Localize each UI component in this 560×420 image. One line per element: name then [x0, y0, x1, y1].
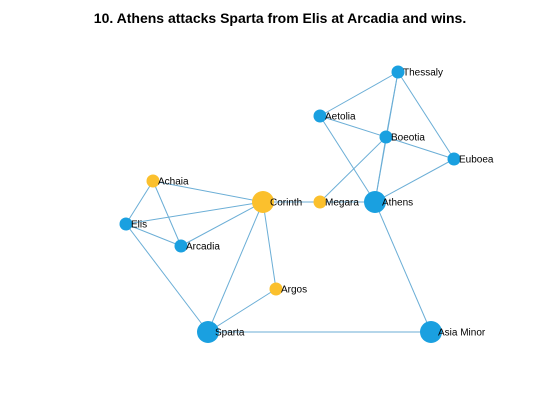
node-marker-arcadia [174, 239, 188, 253]
node-euboea: Euboea [447, 152, 494, 166]
node-argos: Argos [269, 282, 307, 296]
edge-thessaly-aetolia [319, 71, 399, 117]
node-label-elis: Elis [131, 220, 147, 231]
node-athens: Athens [364, 191, 413, 213]
edge-corinth-arcadia [180, 201, 264, 247]
node-label-sparta: Sparta [215, 328, 245, 339]
node-marker-corinth [252, 191, 274, 213]
node-marker-thessaly [391, 65, 405, 79]
edge-corinth-argos [262, 201, 277, 290]
node-megara: Megara [313, 195, 359, 209]
edge-elis-sparta [125, 223, 209, 333]
node-achaia: Achaia [146, 174, 189, 188]
node-label-achaia: Achaia [158, 177, 189, 188]
node-marker-megara [313, 195, 327, 209]
node-marker-euboea [447, 152, 461, 166]
node-label-corinth: Corinth [270, 198, 302, 209]
node-asia_minor: Asia Minor [420, 321, 486, 343]
edge-athens-asia_minor [374, 201, 432, 333]
node-marker-achaia [146, 174, 160, 188]
edge-argos-sparta [207, 288, 277, 333]
nodes-layer: Thessaly Aetolia Boeotia Euboea Achaia Corint… [119, 65, 494, 343]
diagram-title: 10. Athens attacks Sparta from Elis at A… [93, 10, 467, 26]
node-marker-asia_minor [420, 321, 442, 343]
node-label-athens: Athens [382, 198, 413, 209]
node-label-megara: Megara [325, 198, 359, 209]
edge-aetolia-athens [319, 115, 376, 203]
node-label-boeotia: Boeotia [391, 133, 425, 144]
node-marker-aetolia [313, 109, 327, 123]
node-thessaly: Thessaly [391, 65, 443, 79]
edge-elis-arcadia [125, 223, 182, 247]
edge-euboea-athens [374, 158, 455, 203]
node-elis: Elis [119, 217, 147, 231]
node-marker-athens [364, 191, 386, 213]
node-boeotia: Boeotia [379, 130, 425, 144]
node-arcadia: Arcadia [174, 239, 220, 253]
node-label-arcadia: Arcadia [186, 242, 220, 253]
node-aetolia: Aetolia [313, 109, 356, 123]
node-sparta: Sparta [197, 321, 245, 343]
edge-boeotia-megara [319, 136, 387, 203]
node-marker-sparta [197, 321, 219, 343]
edge-corinth-achaia [152, 180, 264, 203]
node-marker-argos [269, 282, 283, 296]
edge-thessaly-euboea [397, 71, 455, 160]
node-label-asia_minor: Asia Minor [438, 328, 486, 339]
node-label-aetolia: Aetolia [325, 112, 356, 123]
edge-boeotia-euboea [385, 136, 455, 160]
edge-corinth-elis [125, 201, 264, 225]
node-marker-boeotia [379, 130, 393, 144]
edge-corinth-sparta [207, 201, 264, 333]
node-label-argos: Argos [281, 285, 307, 296]
node-marker-elis [119, 217, 133, 231]
edge-aetolia-boeotia [319, 115, 387, 138]
node-label-thessaly: Thessaly [403, 68, 443, 79]
edge-achaia-arcadia [152, 180, 182, 247]
edge-achaia-elis [125, 180, 154, 225]
node-corinth: Corinth [252, 191, 302, 213]
node-label-euboea: Euboea [459, 155, 494, 166]
